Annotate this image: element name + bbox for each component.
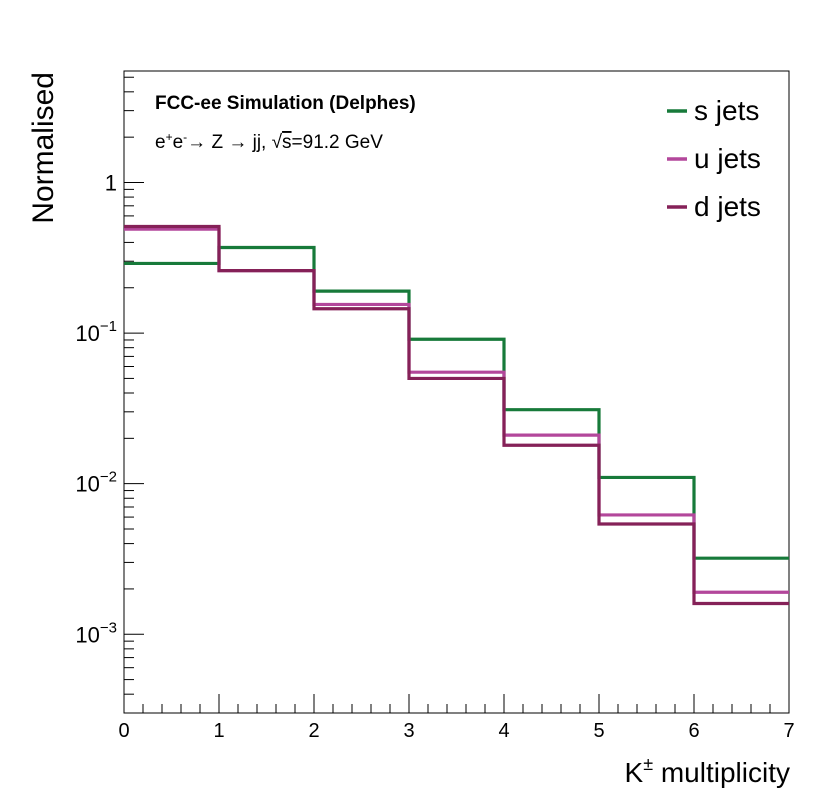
series-s-jets xyxy=(124,245,789,560)
x-tick-label: 0 xyxy=(118,720,129,742)
y-tick-label: 1 xyxy=(105,170,117,195)
process-label: e+e-→ Z → jj, √s=91.2 GeV xyxy=(155,130,383,153)
x-tick-label: 6 xyxy=(688,720,699,742)
x-tick-label: 1 xyxy=(213,720,224,742)
y-tick-label: 10−2 xyxy=(75,469,117,497)
step-line-u-jets xyxy=(124,227,789,594)
x-tick-label: 2 xyxy=(308,720,319,742)
axes: 0 1 2 3 4 5 6 7 1 10−1 10−2 10−3 xyxy=(75,76,795,742)
y-tick-label: 10−1 xyxy=(75,318,117,346)
x-axis-label: K± multiplicity xyxy=(625,754,791,788)
chart-title: FCC-ee Simulation (Delphes) xyxy=(155,93,416,114)
x-tick-label: 4 xyxy=(498,720,509,742)
x-tick-label: 7 xyxy=(783,720,794,742)
series-d-jets xyxy=(124,224,789,606)
y-axis-label: Normalised xyxy=(27,72,60,224)
legend: s jets u jets d jets xyxy=(667,95,761,222)
legend-label-s-jets: s jets xyxy=(694,95,759,126)
plot-frame xyxy=(123,70,790,714)
series-group xyxy=(124,224,789,606)
y-tick-label: 10−3 xyxy=(75,619,117,647)
series-u-jets xyxy=(124,227,789,594)
step-line-d-jets xyxy=(124,224,789,606)
x-tick-label: 5 xyxy=(593,720,604,742)
legend-label-u-jets: u jets xyxy=(694,143,761,174)
step-line-s-jets xyxy=(124,245,789,560)
x-tick-label: 3 xyxy=(403,720,414,742)
legend-label-d-jets: d jets xyxy=(694,191,761,222)
